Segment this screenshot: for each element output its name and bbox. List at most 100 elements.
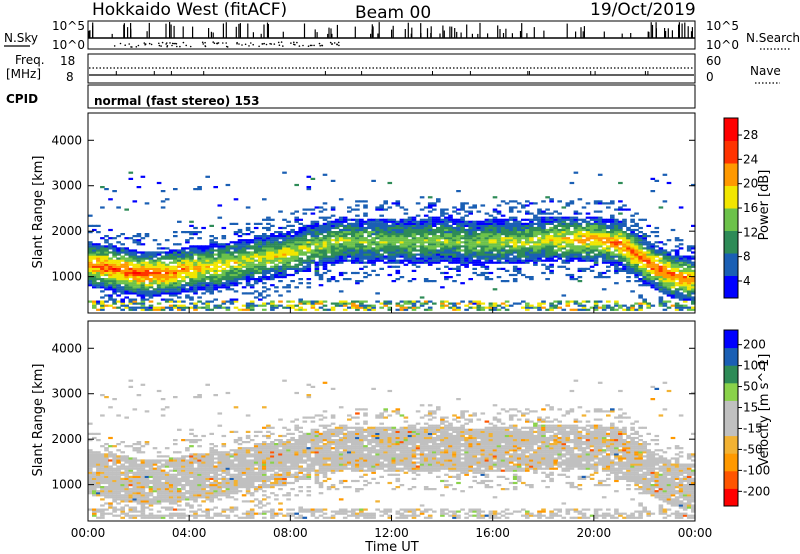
power-cell <box>148 253 154 256</box>
power-cell <box>448 239 453 242</box>
power-cell <box>124 296 129 299</box>
power-cell <box>496 218 502 221</box>
power-cell <box>363 237 368 240</box>
date-title: 19/Oct/2019 <box>590 0 696 20</box>
velocity-cell <box>132 457 138 460</box>
power-cell <box>148 257 154 260</box>
power-cell <box>262 239 267 242</box>
power-cell <box>233 290 239 293</box>
power-cell <box>318 284 324 287</box>
power-cell <box>541 228 546 232</box>
power-cell <box>626 208 631 211</box>
power-cell <box>342 271 348 275</box>
power-cell <box>529 306 534 309</box>
power-cell <box>529 235 534 238</box>
power-cell <box>262 261 267 264</box>
power-cell <box>100 269 105 272</box>
velocity-cell <box>96 479 101 483</box>
power-cell <box>601 253 607 256</box>
power-cell <box>646 263 651 266</box>
power-cell <box>610 253 615 256</box>
power-cell <box>541 231 546 234</box>
power-cell <box>144 288 150 291</box>
power-cell <box>144 278 150 281</box>
power-cell <box>403 231 409 234</box>
power-cell <box>160 290 166 293</box>
power-cell <box>468 306 473 309</box>
power-cell <box>411 263 417 266</box>
power-cell <box>245 259 251 262</box>
power-cell <box>132 200 138 203</box>
noise-search-dot <box>225 45 228 48</box>
power-cell <box>464 265 469 268</box>
power-cell <box>92 282 97 285</box>
power-cell <box>658 304 664 307</box>
velocity-cell <box>168 459 174 462</box>
power-cell <box>597 243 603 246</box>
power-cell <box>359 233 364 236</box>
power-cell <box>448 276 453 279</box>
noise-search-dot <box>329 41 332 44</box>
power-cell <box>136 257 142 260</box>
power-cell <box>189 220 194 223</box>
power-cell <box>140 243 146 246</box>
power-cell <box>606 265 611 268</box>
power-cell <box>310 177 316 180</box>
power-cell <box>419 247 425 250</box>
power-cell <box>330 278 336 281</box>
power-cell <box>100 273 105 277</box>
power-cell <box>185 239 190 242</box>
power-cell <box>561 265 567 268</box>
power-cell <box>678 306 684 309</box>
power-cell <box>614 237 619 240</box>
velocity-cell <box>173 457 178 460</box>
power-cell <box>488 233 494 236</box>
power-cell <box>419 251 425 254</box>
velocity-cell <box>108 488 113 491</box>
power-cell <box>245 292 251 295</box>
power-cell <box>140 261 146 264</box>
power-cell <box>682 255 688 258</box>
power-cell <box>367 220 372 223</box>
power-cell <box>152 263 158 266</box>
power-cell <box>674 249 680 252</box>
power-cell <box>367 253 372 256</box>
power-cell <box>112 263 117 266</box>
power-cell <box>533 216 538 219</box>
power-cell <box>116 251 121 254</box>
power-cell <box>148 263 154 266</box>
power-cell <box>233 261 239 264</box>
velocity-cell <box>148 492 154 495</box>
power-cell <box>253 290 259 293</box>
velocity-cell <box>100 494 105 497</box>
velocity-cell <box>148 469 154 472</box>
power-cell <box>334 257 340 260</box>
power-cell <box>464 231 469 234</box>
power-cell <box>189 265 194 268</box>
power-cell <box>270 245 275 248</box>
power-cell <box>371 241 376 244</box>
power-cell <box>533 251 538 254</box>
power-cell <box>225 245 231 248</box>
power-cell <box>658 300 664 303</box>
power-cell <box>225 273 231 277</box>
power-cell <box>209 284 214 287</box>
power-cell <box>379 222 384 225</box>
power-cell <box>334 233 340 236</box>
velocity-cell <box>104 469 109 472</box>
power-cell <box>634 228 639 232</box>
power-cell <box>355 280 360 283</box>
power-cell <box>173 271 178 275</box>
velocity-cell <box>128 457 134 460</box>
power-cell <box>642 300 647 303</box>
power-cell <box>132 265 138 268</box>
power-cell <box>545 259 550 262</box>
power-cell <box>338 249 344 252</box>
power-cell <box>116 288 121 291</box>
noise-tick-top-left: 10^5 <box>52 19 85 33</box>
power-cell <box>245 267 251 270</box>
power-cell <box>577 251 583 254</box>
power-cell <box>302 231 308 234</box>
power-cell <box>270 269 275 272</box>
power-cell <box>205 282 210 285</box>
